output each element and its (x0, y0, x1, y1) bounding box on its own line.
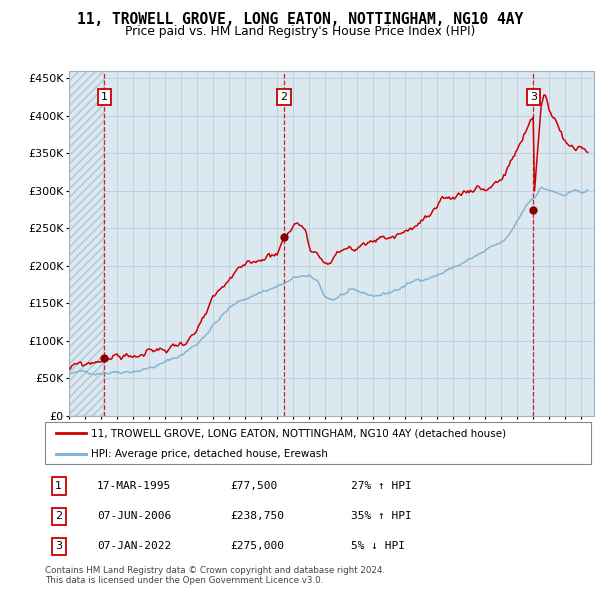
Text: 5% ↓ HPI: 5% ↓ HPI (351, 542, 405, 552)
Text: £77,500: £77,500 (230, 481, 278, 491)
Text: 07-JUN-2006: 07-JUN-2006 (97, 512, 171, 521)
Text: Price paid vs. HM Land Registry's House Price Index (HPI): Price paid vs. HM Land Registry's House … (125, 25, 475, 38)
Text: HPI: Average price, detached house, Erewash: HPI: Average price, detached house, Erew… (91, 449, 328, 458)
Text: 11, TROWELL GROVE, LONG EATON, NOTTINGHAM, NG10 4AY: 11, TROWELL GROVE, LONG EATON, NOTTINGHA… (77, 12, 523, 27)
Text: 35% ↑ HPI: 35% ↑ HPI (351, 512, 412, 521)
Text: 3: 3 (55, 542, 62, 552)
Text: 1: 1 (101, 92, 108, 102)
FancyBboxPatch shape (45, 422, 591, 464)
Text: 07-JAN-2022: 07-JAN-2022 (97, 542, 171, 552)
Text: £275,000: £275,000 (230, 542, 284, 552)
Bar (69, 71, 104, 416)
Text: 1: 1 (55, 481, 62, 491)
Text: Contains HM Land Registry data © Crown copyright and database right 2024.: Contains HM Land Registry data © Crown c… (45, 566, 385, 575)
Text: £238,750: £238,750 (230, 512, 284, 521)
Text: 2: 2 (281, 92, 287, 102)
Text: 3: 3 (530, 92, 537, 102)
Text: 27% ↑ HPI: 27% ↑ HPI (351, 481, 412, 491)
Text: This data is licensed under the Open Government Licence v3.0.: This data is licensed under the Open Gov… (45, 576, 323, 585)
Text: 17-MAR-1995: 17-MAR-1995 (97, 481, 171, 491)
Text: 11, TROWELL GROVE, LONG EATON, NOTTINGHAM, NG10 4AY (detached house): 11, TROWELL GROVE, LONG EATON, NOTTINGHA… (91, 428, 506, 438)
Text: 2: 2 (55, 512, 62, 521)
